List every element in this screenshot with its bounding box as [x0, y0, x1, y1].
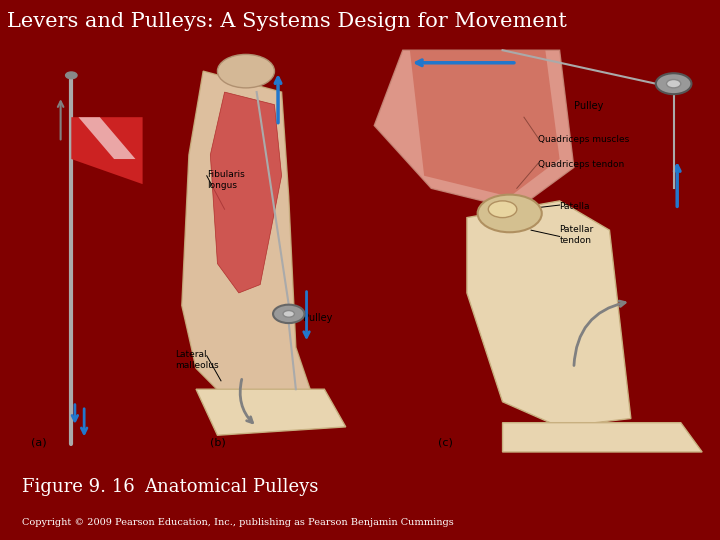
Text: Copyright © 2009 Pearson Education, Inc., publishing as Pearson Benjamin Cumming: Copyright © 2009 Pearson Education, Inc.…: [22, 518, 454, 527]
Polygon shape: [181, 71, 318, 418]
Text: Patella: Patella: [559, 202, 590, 211]
Text: Fibularis
longus: Fibularis longus: [207, 170, 245, 190]
Polygon shape: [196, 389, 346, 435]
Circle shape: [273, 305, 305, 323]
Circle shape: [656, 73, 691, 94]
Circle shape: [477, 194, 541, 232]
Circle shape: [667, 79, 681, 88]
Polygon shape: [210, 92, 282, 293]
Text: (b): (b): [210, 438, 225, 448]
Text: Patellar
tendon: Patellar tendon: [559, 225, 594, 245]
Circle shape: [488, 201, 517, 218]
Circle shape: [283, 310, 294, 317]
Text: (a): (a): [32, 438, 47, 448]
Text: Lateral
malleolus: Lateral malleolus: [175, 350, 218, 369]
Circle shape: [66, 72, 77, 79]
Text: Quadriceps tendon: Quadriceps tendon: [538, 160, 624, 170]
Text: Anatomical Pulleys: Anatomical Pulleys: [144, 478, 318, 496]
Polygon shape: [503, 423, 702, 452]
Text: Levers and Pulleys: A Systems Design for Movement: Levers and Pulleys: A Systems Design for…: [7, 11, 567, 31]
Polygon shape: [467, 201, 631, 427]
Text: Quadriceps muscles: Quadriceps muscles: [538, 136, 629, 144]
Polygon shape: [410, 50, 559, 197]
Text: Pulley: Pulley: [574, 101, 603, 111]
Text: Figure 9. 16: Figure 9. 16: [22, 478, 135, 496]
Text: Pulley: Pulley: [303, 313, 333, 323]
Polygon shape: [78, 117, 135, 159]
Circle shape: [217, 55, 274, 88]
Polygon shape: [71, 117, 143, 184]
Polygon shape: [374, 50, 574, 209]
Text: (c): (c): [438, 438, 453, 448]
